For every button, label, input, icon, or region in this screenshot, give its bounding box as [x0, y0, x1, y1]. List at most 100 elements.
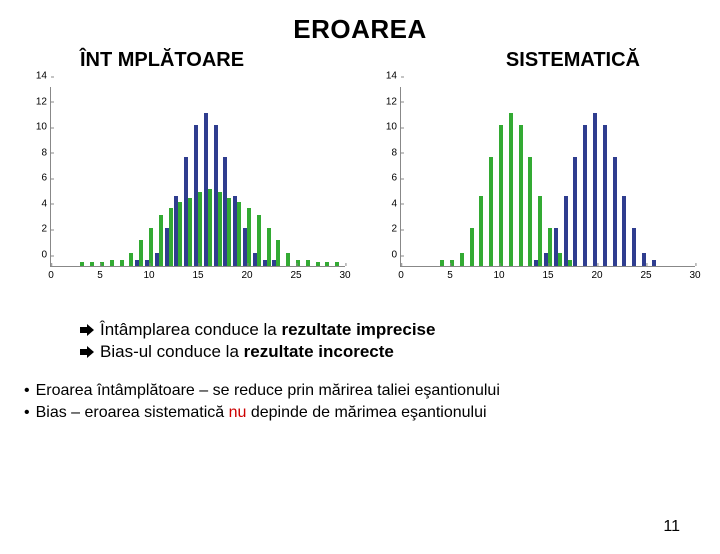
y-tick-label: 6 [391, 173, 401, 184]
subtitle-row: ÎNT MPLĂTOARE SISTEMATICĂ [0, 45, 720, 72]
bar [573, 157, 577, 266]
bar [204, 113, 208, 266]
slide-title: EROAREA [0, 14, 720, 45]
bar [622, 196, 626, 266]
bar [188, 198, 192, 266]
bar [155, 253, 159, 266]
bullet-text: Întâmplarea conduce la rezultate impreci… [100, 320, 435, 340]
arrow-right-icon [80, 346, 94, 358]
bar [479, 196, 483, 266]
subtitle-left: ÎNT MPLĂTOARE [80, 49, 244, 72]
bar [489, 157, 493, 266]
body-text: • Eroarea întâmplătoare – se reduce prin… [24, 380, 720, 423]
bar [272, 260, 276, 266]
y-tick-label: 4 [391, 198, 401, 209]
bar [159, 215, 163, 266]
bar [548, 228, 552, 266]
conclusion-bullets: Întâmplarea conduce la rezultate impreci… [80, 320, 720, 362]
bullet2-highlight: rezultate incorecte [244, 342, 394, 361]
bar [306, 260, 310, 266]
bar [263, 260, 267, 266]
bar [613, 157, 617, 266]
y-tick-label: 4 [41, 198, 51, 209]
x-tick-label: 20 [241, 266, 252, 281]
bullet-dot: • [24, 380, 30, 402]
bar [233, 196, 237, 266]
y-tick-label: 2 [41, 224, 51, 235]
x-tick-label: 10 [143, 266, 154, 281]
bar [139, 240, 143, 266]
bar [253, 253, 257, 266]
bar [603, 125, 607, 266]
bar [90, 262, 94, 266]
x-tick-label: 15 [542, 266, 553, 281]
y-tick-label: 14 [36, 71, 51, 82]
bar [149, 228, 153, 266]
bar [135, 260, 139, 266]
bar [286, 253, 290, 266]
y-tick-label: 10 [386, 122, 401, 133]
y-tick-label: 10 [36, 122, 51, 133]
bar [208, 189, 212, 266]
body2-tail: depinde de mărimea eşantionului [246, 404, 486, 421]
body2-text: Bias – eroarea sistematică nu depinde de… [36, 402, 487, 424]
bullet-text: Bias-ul conduce la rezultate incorecte [100, 342, 394, 362]
bar [218, 192, 222, 266]
bullet2-lead: Bias-ul conduce la [100, 342, 244, 361]
y-tick-label: 2 [391, 224, 401, 235]
bar [129, 253, 133, 266]
y-tick-label: 0 [41, 250, 51, 261]
subtitle-right: SISTEMATICĂ [506, 49, 640, 72]
y-tick-label: 8 [391, 147, 401, 158]
body2-nu: nu [229, 404, 247, 421]
bar [165, 228, 169, 266]
bullet1-highlight: rezultate imprecise [281, 320, 435, 339]
y-tick-label: 14 [386, 71, 401, 82]
body-line-2: • Bias – eroarea sistematică nu depinde … [24, 402, 720, 424]
bullet-dot: • [24, 402, 30, 424]
bar [227, 198, 231, 266]
bar [198, 192, 202, 266]
body-line-1: • Eroarea întâmplătoare – se reduce prin… [24, 380, 720, 402]
page-number: 11 [663, 518, 680, 536]
bar [169, 208, 173, 266]
bar [316, 262, 320, 266]
bar [194, 125, 198, 266]
y-tick-label: 0 [391, 250, 401, 261]
bars-left [51, 87, 345, 266]
bullet-incorrect: Bias-ul conduce la rezultate incorecte [80, 342, 720, 362]
x-tick-label: 20 [591, 266, 602, 281]
plot-area-left: 02468101214051015202530 [50, 87, 345, 267]
bar [538, 196, 542, 266]
y-tick-label: 8 [41, 147, 51, 158]
chart-systematic-error: 02468101214051015202530 [370, 82, 700, 292]
bar [632, 228, 636, 266]
bar [325, 262, 329, 266]
bar [440, 260, 444, 266]
bar [214, 125, 218, 266]
bar [267, 228, 271, 266]
bars-right [401, 87, 695, 266]
plot-area-right: 02468101214051015202530 [400, 87, 695, 267]
bar [174, 196, 178, 266]
bullet1-lead: Întâmplarea conduce la [100, 320, 281, 339]
y-tick-label: 12 [386, 96, 401, 107]
bar [519, 125, 523, 266]
charts-container: 02468101214051015202530 0246810121405101… [0, 72, 720, 292]
x-tick-label: 15 [192, 266, 203, 281]
bar [499, 125, 503, 266]
x-tick-label: 0 [48, 266, 54, 281]
bar [276, 240, 280, 266]
bar [470, 228, 474, 266]
bar [243, 228, 247, 266]
bar [558, 253, 562, 266]
bullet-imprecise: Întâmplarea conduce la rezultate impreci… [80, 320, 720, 340]
bar [509, 113, 513, 266]
y-tick-label: 12 [36, 96, 51, 107]
bar [583, 125, 587, 266]
x-tick-label: 30 [689, 266, 700, 281]
bar [247, 208, 251, 266]
bar [178, 202, 182, 266]
bar [593, 113, 597, 266]
x-tick-label: 30 [339, 266, 350, 281]
